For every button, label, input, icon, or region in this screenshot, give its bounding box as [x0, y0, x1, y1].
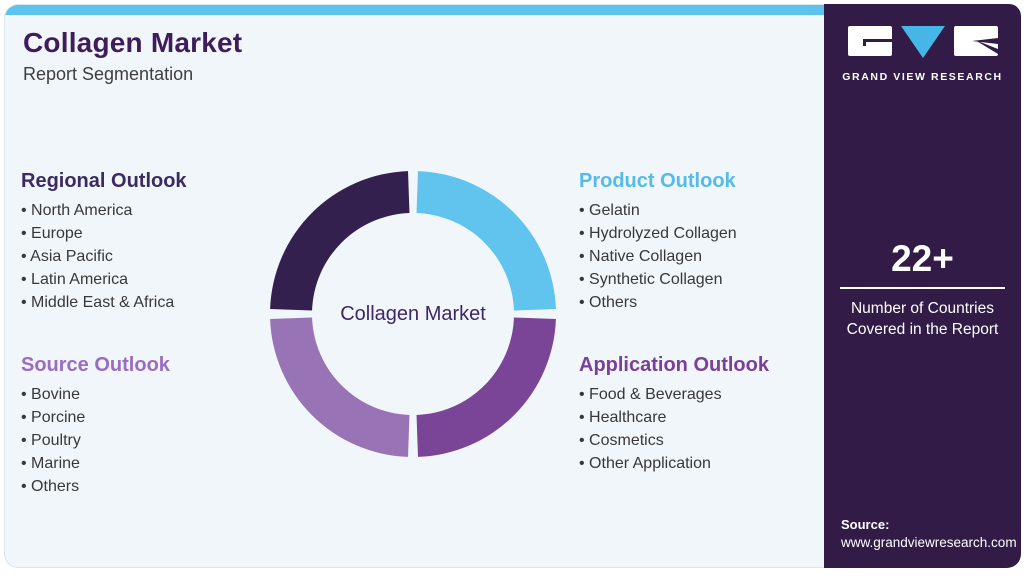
list-item: Middle East & Africa — [21, 291, 271, 314]
section-heading: Source Outlook — [21, 354, 170, 376]
left-column: Regional Outlook North America Europe As… — [21, 170, 271, 498]
section-heading: Regional Outlook — [21, 170, 187, 192]
list-item: Bovine — [21, 383, 271, 406]
source-attribution: Source: www.grandviewresearch.com — [841, 517, 1017, 550]
donut-segment-product — [416, 171, 556, 311]
section-list: North America Europe Asia Pacific Latin … — [21, 199, 271, 314]
report-card: Collagen Market Report Segmentation Regi… — [4, 4, 824, 568]
section-list: Bovine Porcine Poultry Marine Others — [21, 383, 271, 498]
stat-label: Number of Countries Covered in the Repor… — [846, 300, 999, 338]
sidebar-panel: GRAND VIEW RESEARCH 22+ Number of Countr… — [824, 4, 1021, 568]
list-item: Asia Pacific — [21, 245, 271, 268]
section-product-outlook: Product Outlook Gelatin Hydrolyzed Colla… — [579, 170, 824, 314]
section-application-outlook: Application Outlook Food & Beverages Hea… — [579, 354, 824, 475]
gvr-logo-icon — [847, 26, 998, 58]
right-column: Product Outlook Gelatin Hydrolyzed Colla… — [579, 170, 824, 475]
list-item: Europe — [21, 222, 271, 245]
source-label: Source: — [841, 517, 890, 532]
donut-chart-svg — [270, 171, 556, 457]
donut-segment-source — [270, 317, 410, 457]
list-item: North America — [21, 199, 271, 222]
section-list: Food & Beverages Healthcare Cosmetics Ot… — [579, 383, 824, 475]
list-item: Native Collagen — [579, 245, 824, 268]
section-list: Gelatin Hydrolyzed Collagen Native Colla… — [579, 199, 824, 314]
list-item: Others — [579, 291, 824, 314]
source-url-link[interactable]: www.grandviewresearch.com — [841, 535, 1017, 550]
list-item: Marine — [21, 452, 271, 475]
donut-chart: Collagen Market — [263, 164, 563, 464]
donut-segment-regional — [270, 171, 410, 311]
list-item: Poultry — [21, 429, 271, 452]
donut-segment-application — [416, 317, 556, 457]
brand-logo: GRAND VIEW RESEARCH — [824, 26, 1021, 83]
list-item: Gelatin — [579, 199, 824, 222]
section-source-outlook: Source Outlook Bovine Porcine Poultry Ma… — [21, 354, 271, 498]
stat-value: 22+ — [891, 238, 954, 279]
header: Collagen Market Report Segmentation — [23, 27, 242, 85]
list-item: Porcine — [21, 406, 271, 429]
stat-divider — [840, 287, 1005, 289]
countries-stat: 22+ Number of Countries Covered in the R… — [824, 238, 1021, 340]
list-item: Others — [21, 475, 271, 498]
section-heading: Application Outlook — [579, 354, 769, 376]
list-item: Synthetic Collagen — [579, 268, 824, 291]
donut-center-label: Collagen Market — [340, 302, 486, 325]
list-item: Cosmetics — [579, 429, 824, 452]
list-item: Healthcare — [579, 406, 824, 429]
page-title: Collagen Market — [23, 27, 243, 58]
section-regional-outlook: Regional Outlook North America Europe As… — [21, 170, 271, 314]
list-item: Other Application — [579, 452, 824, 475]
section-heading: Product Outlook — [579, 170, 736, 192]
brand-name: GRAND VIEW RESEARCH — [842, 71, 1003, 83]
list-item: Hydrolyzed Collagen — [579, 222, 824, 245]
accent-top-bar — [5, 5, 824, 15]
list-item: Latin America — [21, 268, 271, 291]
page-subtitle: Report Segmentation — [23, 64, 194, 84]
infographic-frame: Collagen Market Report Segmentation Regi… — [4, 4, 1021, 568]
list-item: Food & Beverages — [579, 383, 824, 406]
